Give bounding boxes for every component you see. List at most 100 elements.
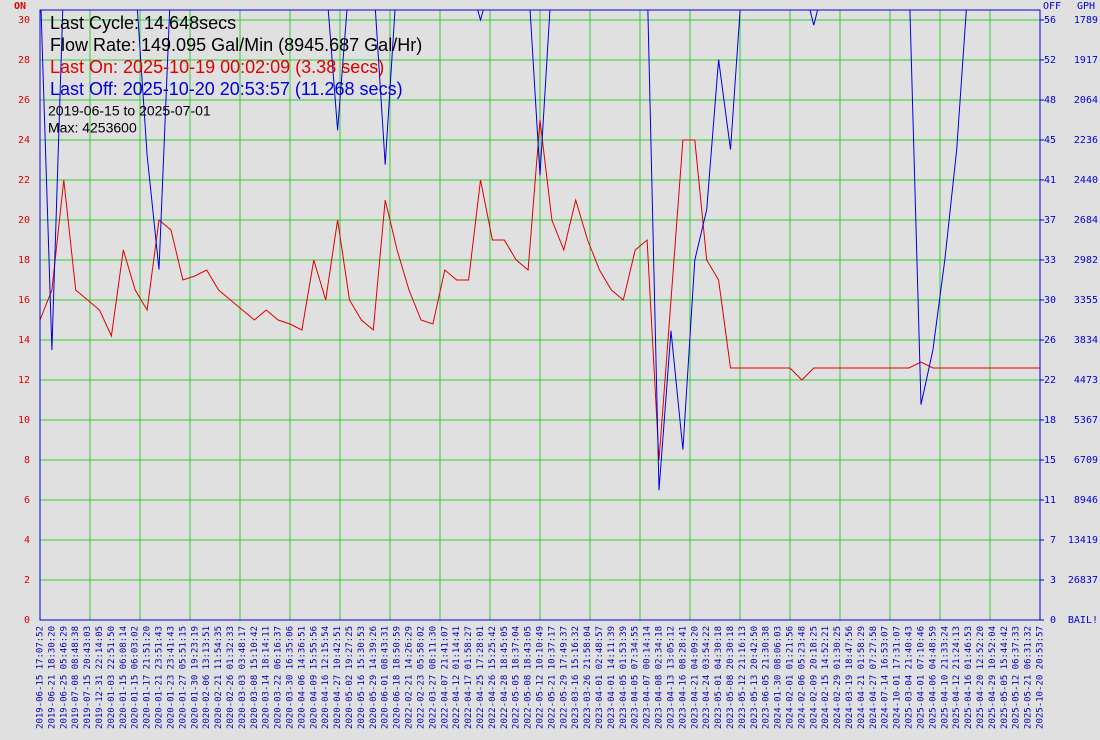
x-tick-label: 2022-05-12 10:10:49 <box>536 626 546 729</box>
x-tick-label: 2025-04-29 10:52:04 <box>988 626 998 729</box>
x-tick-label: 2020-03-22 06:16:37 <box>274 626 284 729</box>
x-tick-label: 2024-10-01 17:31:07 <box>893 626 903 729</box>
gph-label: 2982 <box>1074 255 1098 266</box>
x-tick-label: 2020-03-30 16:35:06 <box>286 626 296 729</box>
gph-label: 26837 <box>1068 575 1098 586</box>
y-tick-label: 2 <box>24 575 30 586</box>
x-tick-label: 2020-03-08 15:10:42 <box>250 626 260 729</box>
x-tick-label: 2023-04-08 02:34:18 <box>655 626 665 729</box>
gph-label: BAIL! <box>1068 615 1098 626</box>
annotation: Last Cycle: 14.648secs <box>50 13 236 33</box>
x-tick-label: 2024-03-19 18:47:56 <box>845 626 855 729</box>
x-tick-label: 2020-02-26 01:32:33 <box>226 626 236 729</box>
x-tick-label: 2023-05-08 20:30:18 <box>726 626 736 729</box>
y-tick-label: 26 <box>18 95 30 106</box>
y2-tick-label: 11 <box>1044 495 1056 506</box>
x-tick-label: 2022-05-05 18:37:04 <box>512 626 522 729</box>
y2-tick-label: 0 <box>1050 615 1056 626</box>
x-tick-label: 2024-01-30 08:06:03 <box>774 626 784 729</box>
x-tick-label: 2022-05-08 18:43:05 <box>524 626 534 729</box>
x-tick-label: 2023-04-05 01:53:39 <box>619 626 629 729</box>
y2-tick-label: 30 <box>1044 295 1056 306</box>
y-tick-label: 20 <box>18 215 30 226</box>
x-tick-label: 2020-01-27 05:51:15 <box>178 626 188 729</box>
y-tick-label: 14 <box>18 335 30 346</box>
x-tick-label: 2023-04-16 08:28:41 <box>678 626 688 729</box>
x-tick-label: 2023-04-01 14:11:39 <box>607 626 617 729</box>
gph-label: 13419 <box>1068 535 1098 546</box>
x-tick-label: 2022-04-28 18:45:05 <box>500 626 510 729</box>
x-tick-label: 2020-01-23 23:41:43 <box>166 626 176 729</box>
y-tick-label: 16 <box>18 295 30 306</box>
gph-label: 3834 <box>1074 335 1098 346</box>
gph-label: 2064 <box>1074 95 1098 106</box>
x-tick-label: 2024-02-29 01:30:25 <box>833 626 843 729</box>
x-tick-label: 2019-06-25 05:46:29 <box>59 626 69 729</box>
x-tick-label: 2024-07-14 16:53:07 <box>881 626 891 729</box>
x-tick-label: 2023-04-24 03:54:22 <box>702 626 712 729</box>
x-tick-label: 2020-04-27 10:42:51 <box>333 626 343 729</box>
x-tick-label: 2019-12-31 22:14:05 <box>95 626 105 729</box>
annotation: Max: 4253600 <box>48 120 137 136</box>
y2-axis-header: OFF <box>1043 1 1061 12</box>
gph-label: 5367 <box>1074 415 1098 426</box>
x-tick-label: 2020-05-02 19:27:25 <box>345 626 355 729</box>
x-tick-label: 2020-06-01 08:43:31 <box>381 626 391 729</box>
y2-tick-label: 22 <box>1044 375 1056 386</box>
x-tick-label: 2022-04-25 17:28:01 <box>476 626 486 729</box>
x-tick-label: 2023-04-07 00:14:14 <box>643 626 653 729</box>
x-tick-label: 2020-05-16 15:30:53 <box>357 626 367 729</box>
x-tick-label: 2023-05-12 21:16:13 <box>738 626 748 729</box>
gph-label: 2684 <box>1074 215 1098 226</box>
x-tick-label: 2020-03-03 03:48:17 <box>238 626 248 729</box>
x-tick-label: 2020-04-16 12:15:54 <box>321 626 331 729</box>
x-tick-label: 2020-02-21 11:54:35 <box>214 626 224 729</box>
y-axis-header: ON <box>14 1 26 12</box>
x-tick-label: 2020-01-21 23:51:43 <box>155 626 165 729</box>
y-tick-label: 8 <box>24 455 30 466</box>
x-tick-label: 2020-01-15 06:08:14 <box>119 626 129 729</box>
x-tick-label: 2020-01-15 06:03:02 <box>131 626 141 729</box>
x-tick-label: 2020-02-06 13:13:51 <box>202 626 212 729</box>
x-tick-label: 2023-04-05 07:34:55 <box>631 626 641 729</box>
y2-tick-label: 56 <box>1044 15 1056 26</box>
x-tick-label: 2020-04-06 14:36:51 <box>297 626 307 729</box>
y2-tick-label: 48 <box>1044 95 1056 106</box>
x-tick-label: 2025-04-12 21:24:13 <box>952 626 962 729</box>
y-tick-label: 28 <box>18 55 30 66</box>
gph-label: 2236 <box>1074 135 1098 146</box>
y2-tick-label: 45 <box>1044 135 1056 146</box>
x-tick-label: 2023-03-26 21:58:04 <box>583 626 593 729</box>
x-tick-label: 2020-01-03 22:51:50 <box>107 626 117 729</box>
y-tick-label: 6 <box>24 495 30 506</box>
x-tick-label: 2024-02-06 05:23:48 <box>797 626 807 729</box>
gph-header: GPH <box>1077 1 1095 12</box>
x-tick-label: 2023-05-01 04:30:18 <box>714 626 724 729</box>
x-tick-label: 2024-04-21 01:58:29 <box>857 626 867 729</box>
x-tick-label: 2022-05-29 17:49:37 <box>559 626 569 729</box>
y-tick-label: 4 <box>24 535 30 546</box>
x-tick-label: 2025-05-21 06:31:32 <box>1024 626 1034 729</box>
x-tick-label: 2020-03-14 18:14:11 <box>262 626 272 729</box>
gph-label: 2440 <box>1074 175 1098 186</box>
x-tick-label: 2020-01-30 19:23:19 <box>190 626 200 729</box>
x-tick-label: 2025-05-05 15:44:42 <box>1000 626 1010 729</box>
y2-tick-label: 7 <box>1050 535 1056 546</box>
x-tick-label: 2023-05-13 20:42:50 <box>750 626 760 729</box>
y-tick-label: 12 <box>18 375 30 386</box>
x-tick-label: 2025-10-20 20:53:57 <box>1036 626 1046 729</box>
x-tick-label: 2025-05-12 06:37:33 <box>1012 626 1022 729</box>
annotation: Last On: 2025-10-19 00:02:09 (3.38 secs) <box>50 57 384 77</box>
x-tick-label: 2023-04-21 04:09:20 <box>690 626 700 729</box>
x-tick-label: 2025-04-16 01:46:53 <box>964 626 974 729</box>
x-tick-label: 2020-01-17 21:51:20 <box>143 626 153 729</box>
gph-label: 1789 <box>1074 15 1098 26</box>
gph-label: 8946 <box>1074 495 1098 506</box>
x-tick-label: 2022-04-26 15:25:42 <box>488 626 498 729</box>
x-tick-label: 2025-03-04 21:40:43 <box>905 626 915 729</box>
x-tick-label: 2023-04-01 02:48:57 <box>595 626 605 729</box>
x-tick-label: 2022-02-23 05:58:02 <box>416 626 426 729</box>
x-tick-label: 2022-02-21 14:26:29 <box>405 626 415 729</box>
